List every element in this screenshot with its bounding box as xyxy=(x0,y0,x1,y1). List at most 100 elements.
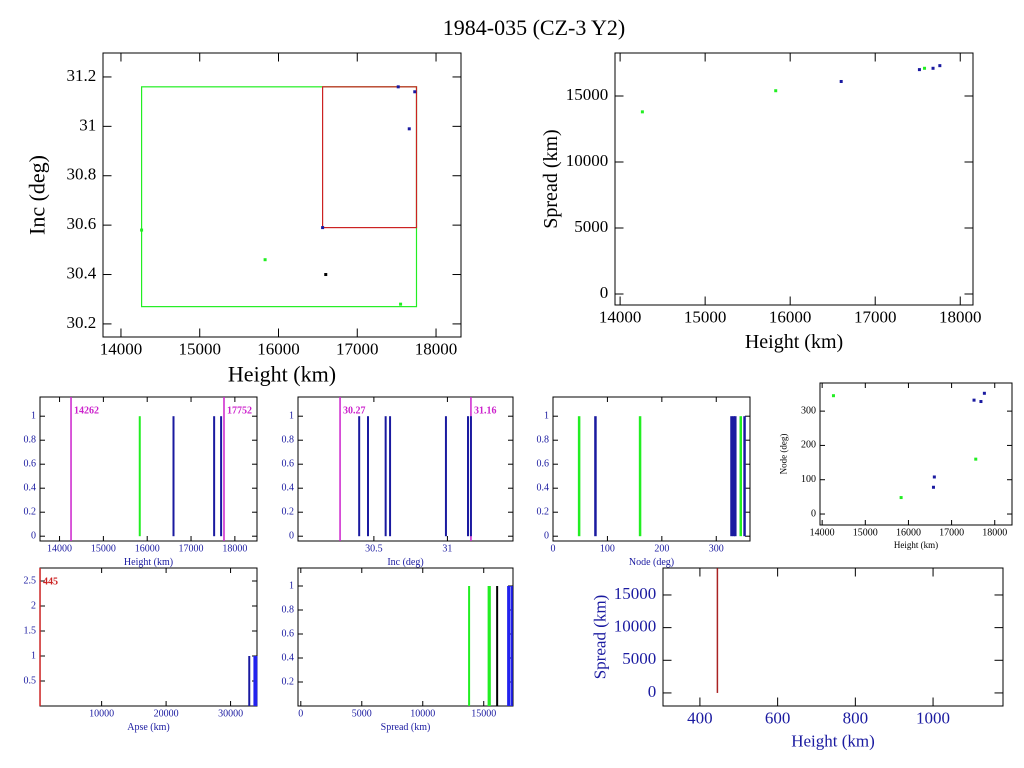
data-point xyxy=(917,68,921,72)
spike-bar xyxy=(469,416,472,537)
plot-frame xyxy=(662,567,1004,707)
y-tick-label: 0.6 xyxy=(24,458,37,469)
data-point xyxy=(407,127,411,131)
x-tick-label: 16000 xyxy=(257,340,300,359)
y-tick-label: 0.4 xyxy=(282,652,295,663)
plot-frame xyxy=(39,396,258,542)
data-point xyxy=(263,258,267,262)
data-point xyxy=(321,226,325,230)
x-tick-label: 15000 xyxy=(853,527,878,538)
spike-bar xyxy=(213,416,216,537)
data-point xyxy=(923,66,927,70)
spike-bar xyxy=(487,586,490,706)
spike-bar xyxy=(743,416,746,537)
y-tick-label: 0.8 xyxy=(282,434,295,445)
data-point xyxy=(899,496,903,500)
y-tick-label: 0 xyxy=(544,530,549,541)
range-marker-label: 17752 xyxy=(227,405,252,416)
x-tick-label: 20000 xyxy=(154,708,179,719)
x-tick-label: 600 xyxy=(765,709,791,728)
spike-bar xyxy=(638,416,642,537)
x-tick-label: 16000 xyxy=(135,543,160,554)
data-point xyxy=(932,475,936,479)
x-axis-label: Inc (deg) xyxy=(387,557,423,568)
y-tick-label: 10000 xyxy=(566,151,609,170)
data-point xyxy=(979,400,983,404)
x-tick-label: 0 xyxy=(551,543,556,554)
data-point xyxy=(938,64,942,68)
plot-frame xyxy=(102,52,462,338)
spike-bar xyxy=(716,568,719,693)
x-tick-label: 14000 xyxy=(100,340,143,359)
y-tick-label: 31 xyxy=(79,115,96,134)
x-tick-label: 18000 xyxy=(982,527,1007,538)
data-point xyxy=(396,85,400,89)
x-tick-label: 100 xyxy=(600,543,615,554)
spike-bar xyxy=(384,416,387,537)
spike-bar xyxy=(389,416,392,537)
spike-bar xyxy=(594,416,597,537)
y-tick-label: 15000 xyxy=(566,85,609,104)
y-tick-label: 1 xyxy=(289,410,294,421)
y-tick-label: 100 xyxy=(801,474,816,485)
y-tick-label: 0.4 xyxy=(537,482,550,493)
x-tick-label: 16000 xyxy=(896,527,921,538)
x-tick-label: 1000 xyxy=(916,709,950,728)
spike-bar xyxy=(220,416,223,537)
x-axis-label: Spread (km) xyxy=(381,722,431,733)
x-tick-label: 17000 xyxy=(336,340,379,359)
x-tick-label: 800 xyxy=(843,709,869,728)
x-axis-label: Height (km) xyxy=(894,540,938,550)
spike-bar xyxy=(358,416,361,537)
spike-bar xyxy=(488,586,491,706)
spike-bar xyxy=(255,656,258,706)
range-marker-label: 445 xyxy=(43,576,58,587)
x-axis-label: Node (deg) xyxy=(629,557,674,568)
spike-bar xyxy=(734,416,737,537)
spike-bar xyxy=(730,416,733,537)
x-axis-label: Height (km) xyxy=(228,361,336,386)
x-axis-label: Height (km) xyxy=(745,331,843,353)
x-tick-label: 5000 xyxy=(352,708,372,719)
data-point xyxy=(324,273,328,277)
x-tick-label: 15000 xyxy=(91,543,116,554)
y-tick-label: 15000 xyxy=(614,584,657,603)
data-point xyxy=(831,394,835,398)
y-tick-label: 0 xyxy=(600,283,609,302)
plot-frame xyxy=(552,396,751,542)
data-point xyxy=(982,391,986,395)
x-tick-label: 14000 xyxy=(47,543,72,554)
x-tick-label: 10000 xyxy=(89,708,114,719)
x-tick-label: 15000 xyxy=(471,708,496,719)
spike-bar xyxy=(467,416,469,537)
y-tick-label: 300 xyxy=(801,405,816,416)
plot-frame xyxy=(297,567,514,707)
x-tick-label: 15000 xyxy=(684,308,727,327)
spike-bar xyxy=(510,586,513,706)
y-tick-label: 1 xyxy=(544,410,549,421)
range-marker-label: 14262 xyxy=(74,405,99,416)
y-tick-label: 0.6 xyxy=(282,458,295,469)
data-point xyxy=(140,228,144,232)
y-tick-label: 0 xyxy=(648,682,657,701)
spike-bar xyxy=(508,586,511,706)
y-tick-label: 0.2 xyxy=(24,506,37,517)
spike-bar xyxy=(138,416,141,537)
y-tick-label: 10000 xyxy=(614,617,657,636)
plot-frame xyxy=(297,396,514,542)
spike-bar xyxy=(739,416,742,537)
plot-frame xyxy=(39,567,258,707)
y-tick-label: 1 xyxy=(31,650,36,661)
x-tick-label: 15000 xyxy=(178,340,221,359)
y-axis-label: Node (deg) xyxy=(779,434,789,475)
spike-bar xyxy=(496,586,499,706)
x-tick-label: 30.5 xyxy=(365,543,383,554)
x-tick-label: 30000 xyxy=(218,708,243,719)
y-tick-label: 2.5 xyxy=(24,575,37,586)
x-tick-label: 17000 xyxy=(854,308,897,327)
spike-bar xyxy=(248,656,251,706)
x-tick-label: 400 xyxy=(687,709,713,728)
y-axis-label: Inc (deg) xyxy=(24,155,49,235)
spike-bar xyxy=(444,416,447,537)
